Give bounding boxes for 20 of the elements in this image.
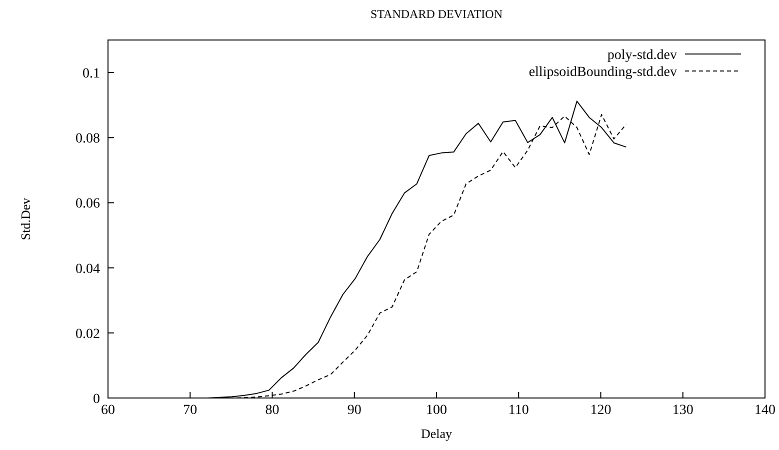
- y-axis-title: Std.Dev: [18, 197, 33, 240]
- x-tick-label: 140: [754, 403, 776, 418]
- y-tick-label: 0.02: [76, 326, 100, 342]
- x-tick-label: 110: [508, 403, 529, 418]
- x-tick-label: 130: [672, 403, 694, 418]
- legend-label: ellipsoidBounding-std.dev: [528, 65, 677, 80]
- x-tick-label: 60: [101, 403, 115, 418]
- chart-title: STANDARD DEVIATION: [370, 7, 503, 21]
- x-tick-label: 100: [426, 403, 447, 418]
- x-tick-label: 120: [590, 403, 612, 418]
- y-tick-label: 0.06: [76, 196, 100, 212]
- y-tick-label: 0.08: [76, 132, 100, 147]
- x-tick-label: 80: [265, 403, 280, 418]
- x-axis-title: Delay: [420, 426, 453, 441]
- legend-label: poly-std.dev: [607, 48, 677, 63]
- y-tick-label: 0: [93, 392, 100, 407]
- y-tick-label: 0.1: [82, 66, 100, 82]
- x-tick-label: 70: [183, 403, 198, 418]
- x-tick-label: 90: [347, 403, 362, 418]
- y-tick-label: 0.04: [76, 262, 100, 277]
